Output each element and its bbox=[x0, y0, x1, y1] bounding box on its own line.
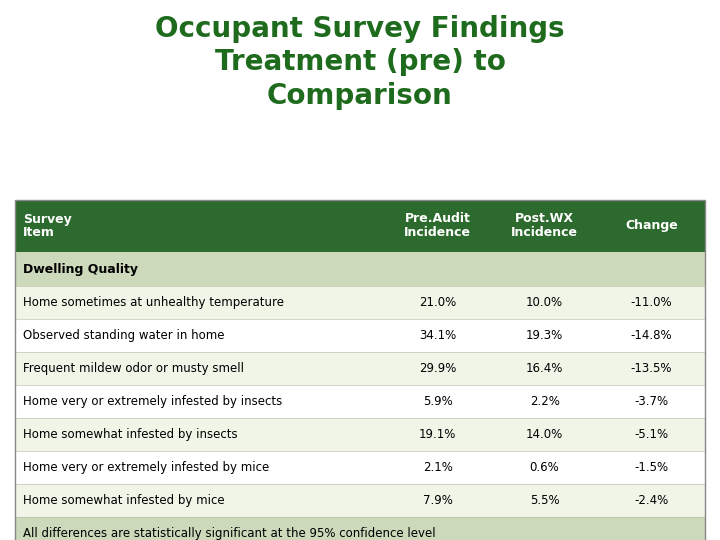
Bar bbox=[15, 385, 705, 418]
Bar bbox=[384, 451, 491, 484]
Bar bbox=[15, 451, 384, 484]
Text: 10.0%: 10.0% bbox=[526, 296, 563, 309]
Bar bbox=[598, 286, 705, 319]
Bar bbox=[384, 200, 491, 252]
Bar bbox=[15, 484, 705, 517]
Bar bbox=[598, 484, 705, 517]
Text: 2.2%: 2.2% bbox=[530, 395, 559, 408]
Bar bbox=[598, 200, 705, 252]
Bar bbox=[384, 385, 491, 418]
Text: -13.5%: -13.5% bbox=[631, 362, 672, 375]
Text: 29.9%: 29.9% bbox=[419, 362, 456, 375]
Bar bbox=[491, 319, 598, 352]
Bar bbox=[15, 286, 705, 319]
Text: -2.4%: -2.4% bbox=[634, 494, 669, 507]
Text: Observed standing water in home: Observed standing water in home bbox=[23, 329, 225, 342]
Text: Home very or extremely infested by insects: Home very or extremely infested by insec… bbox=[23, 395, 282, 408]
Text: 19.1%: 19.1% bbox=[419, 428, 456, 441]
Text: 19.3%: 19.3% bbox=[526, 329, 563, 342]
Bar bbox=[384, 319, 491, 352]
Bar bbox=[15, 352, 384, 385]
Text: Dwelling Quality: Dwelling Quality bbox=[23, 262, 138, 275]
Bar bbox=[15, 517, 705, 540]
Text: 14.0%: 14.0% bbox=[526, 428, 563, 441]
Text: 34.1%: 34.1% bbox=[419, 329, 456, 342]
Text: 0.6%: 0.6% bbox=[530, 461, 559, 474]
Bar bbox=[491, 451, 598, 484]
Text: Pre.Audit
Incidence: Pre.Audit Incidence bbox=[404, 213, 471, 240]
Text: -1.5%: -1.5% bbox=[634, 461, 669, 474]
Text: Frequent mildew odor or musty smell: Frequent mildew odor or musty smell bbox=[23, 362, 244, 375]
Text: Occupant Survey Findings
Treatment (pre) to
Comparison: Occupant Survey Findings Treatment (pre)… bbox=[156, 15, 564, 110]
Text: 5.9%: 5.9% bbox=[423, 395, 452, 408]
Text: 16.4%: 16.4% bbox=[526, 362, 563, 375]
Text: -3.7%: -3.7% bbox=[634, 395, 669, 408]
Text: Home somewhat infested by mice: Home somewhat infested by mice bbox=[23, 494, 225, 507]
Bar bbox=[15, 200, 705, 540]
Bar bbox=[491, 418, 598, 451]
Bar bbox=[384, 418, 491, 451]
Text: 21.0%: 21.0% bbox=[419, 296, 456, 309]
Bar bbox=[15, 385, 384, 418]
Bar bbox=[491, 286, 598, 319]
Bar bbox=[15, 200, 384, 252]
Text: Home sometimes at unhealthy temperature: Home sometimes at unhealthy temperature bbox=[23, 296, 284, 309]
Bar bbox=[15, 418, 384, 451]
Bar bbox=[598, 352, 705, 385]
Text: 2.1%: 2.1% bbox=[423, 461, 453, 474]
Bar bbox=[491, 200, 598, 252]
Bar bbox=[15, 484, 384, 517]
Bar bbox=[598, 319, 705, 352]
Bar bbox=[15, 451, 705, 484]
Bar bbox=[384, 352, 491, 385]
Bar bbox=[15, 286, 384, 319]
Text: 5.5%: 5.5% bbox=[530, 494, 559, 507]
Text: Home somewhat infested by insects: Home somewhat infested by insects bbox=[23, 428, 238, 441]
Bar bbox=[598, 451, 705, 484]
Bar bbox=[491, 484, 598, 517]
Bar bbox=[491, 352, 598, 385]
Text: Survey
Item: Survey Item bbox=[23, 213, 72, 240]
Bar bbox=[15, 319, 705, 352]
Text: -5.1%: -5.1% bbox=[634, 428, 669, 441]
Bar bbox=[15, 352, 705, 385]
Bar bbox=[491, 385, 598, 418]
Text: Post.WX
Incidence: Post.WX Incidence bbox=[511, 213, 578, 240]
Bar bbox=[15, 319, 384, 352]
Bar bbox=[598, 385, 705, 418]
Bar bbox=[384, 484, 491, 517]
Text: All differences are statistically significant at the 95% confidence level: All differences are statistically signif… bbox=[23, 527, 436, 540]
Bar bbox=[15, 252, 705, 286]
Text: Home very or extremely infested by mice: Home very or extremely infested by mice bbox=[23, 461, 269, 474]
Bar bbox=[15, 418, 705, 451]
Text: -14.8%: -14.8% bbox=[631, 329, 672, 342]
Text: -11.0%: -11.0% bbox=[631, 296, 672, 309]
Text: 7.9%: 7.9% bbox=[423, 494, 453, 507]
Text: Change: Change bbox=[625, 219, 678, 233]
Bar bbox=[384, 286, 491, 319]
Bar bbox=[598, 418, 705, 451]
